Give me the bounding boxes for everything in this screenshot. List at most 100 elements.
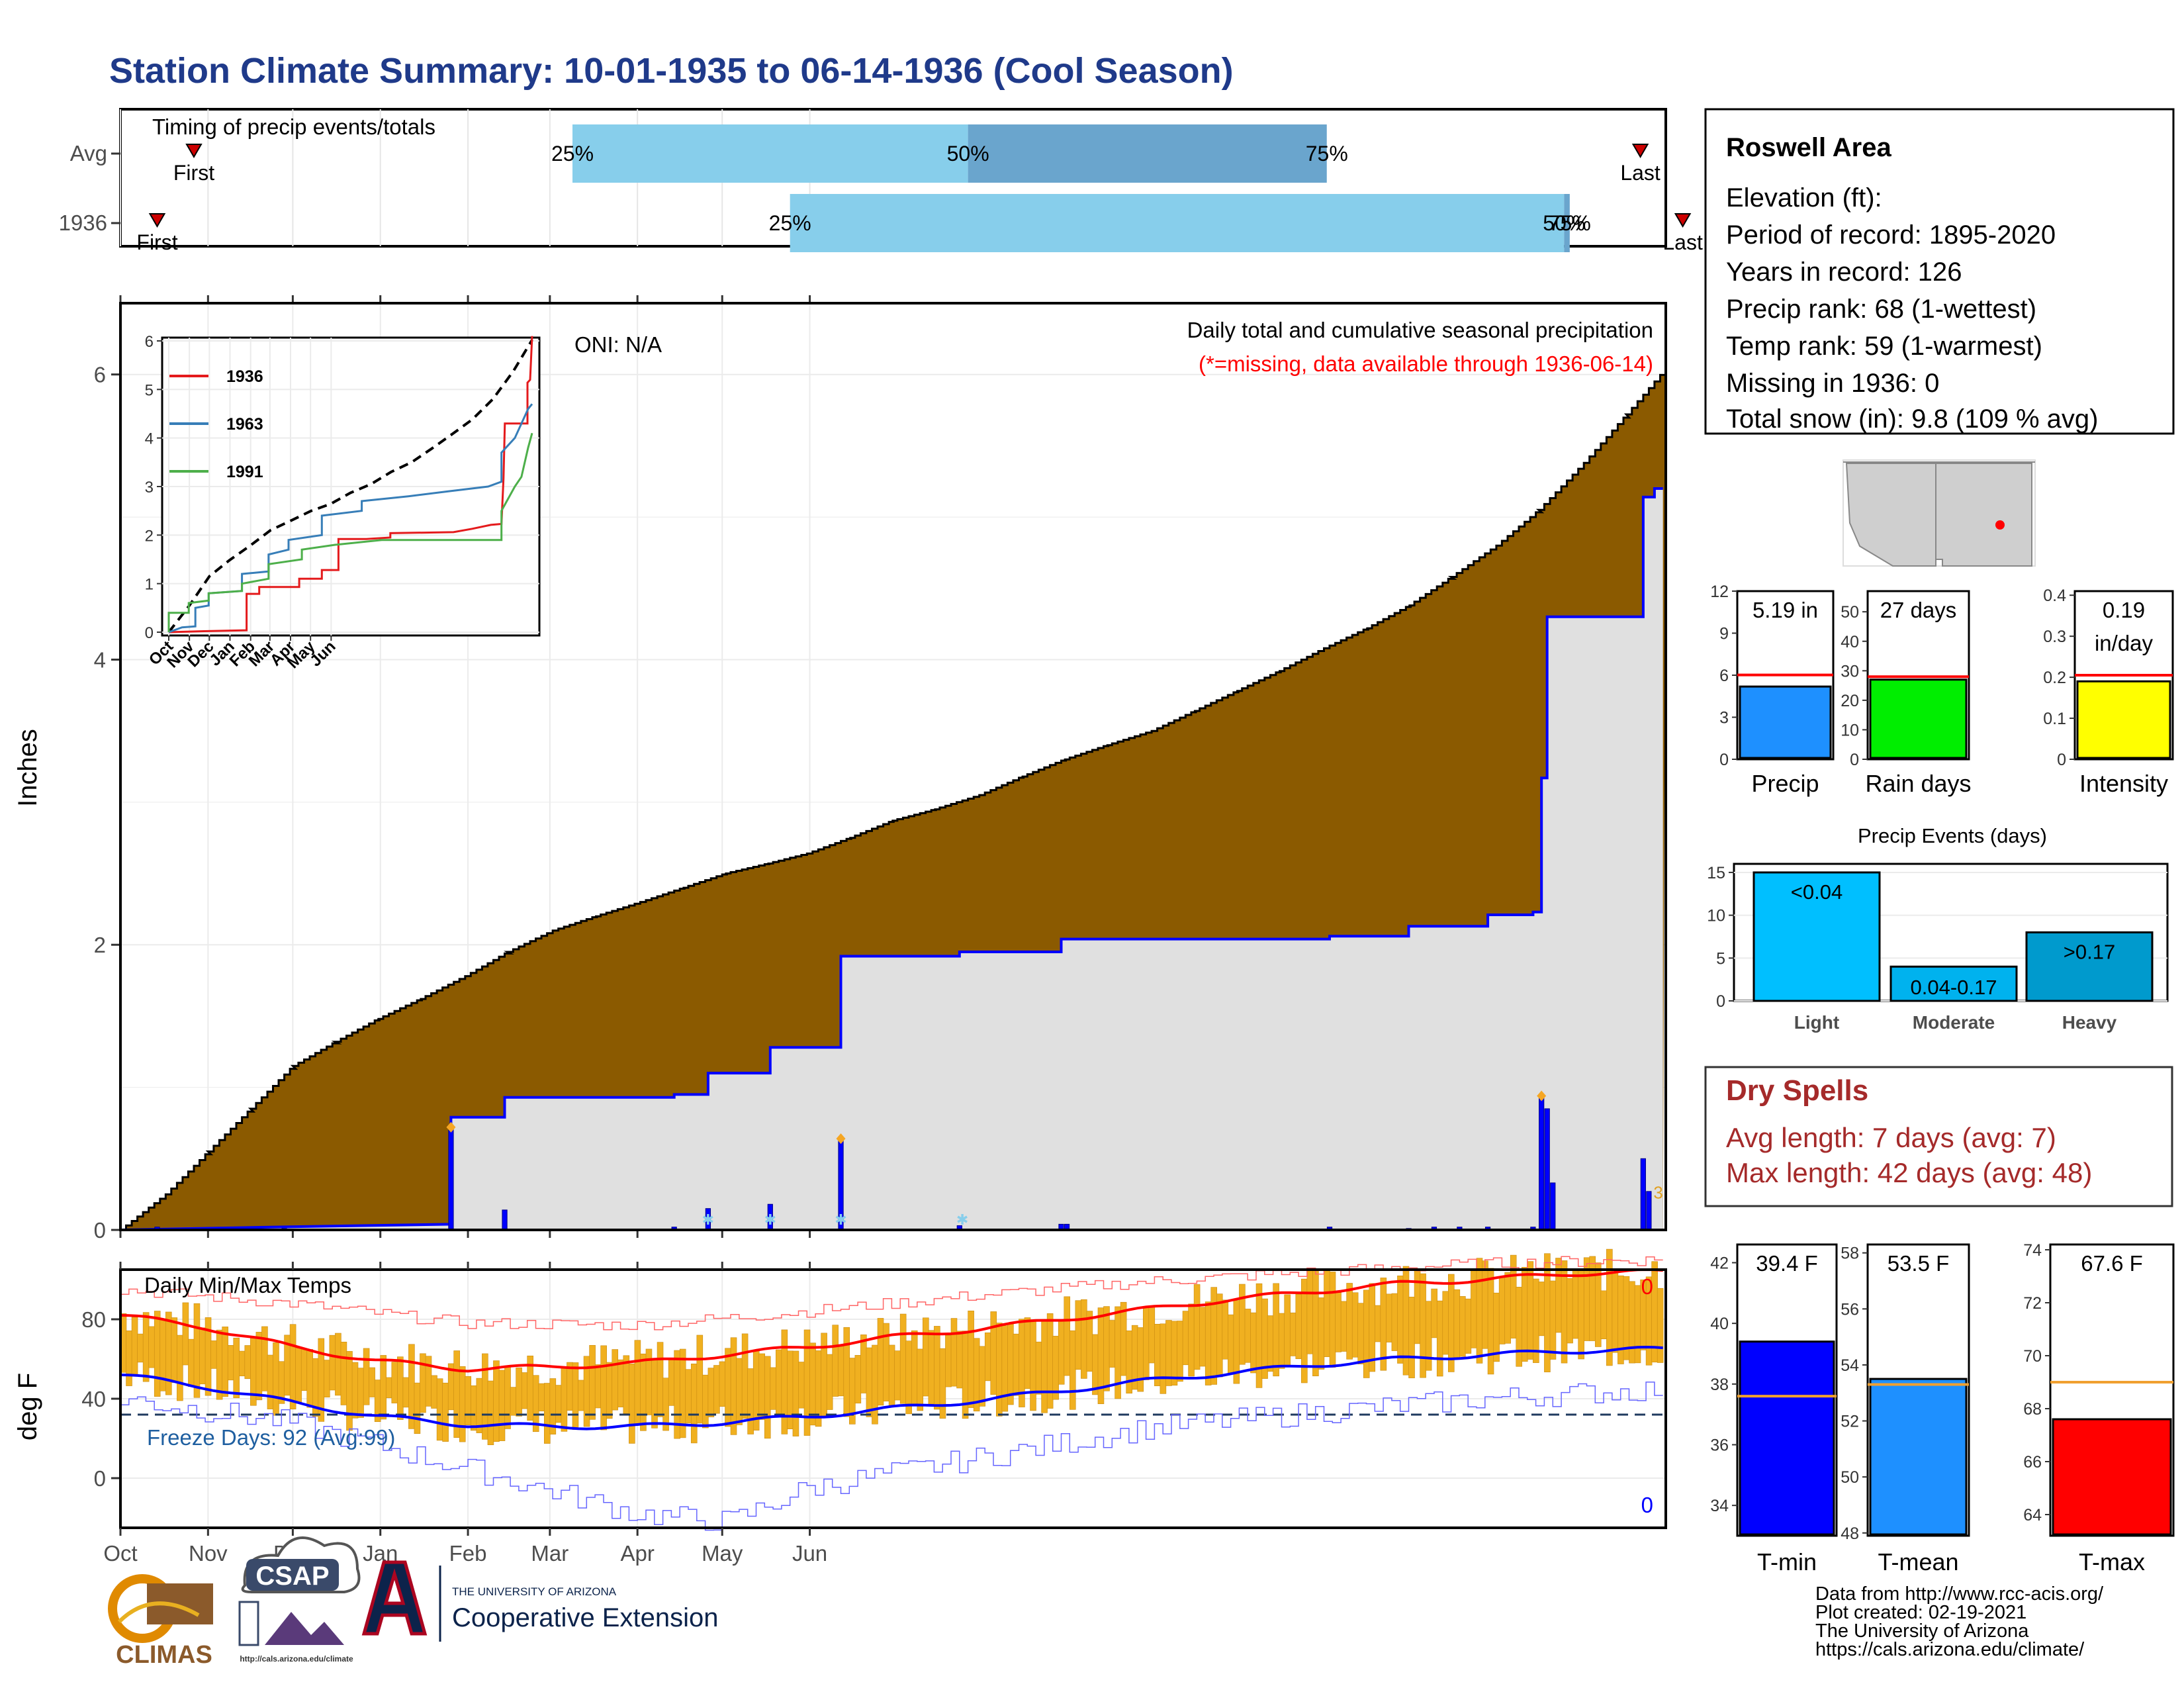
month-label: Oct: [103, 1541, 137, 1566]
daily-temp-bar: [809, 1342, 816, 1426]
daily-temp-bar: [431, 1375, 437, 1409]
daily-temp-bar: [1075, 1300, 1082, 1370]
small-panel-bar: [2052, 1418, 2172, 1536]
small-panel-y-tick-label: 38: [1710, 1376, 1729, 1394]
daily-temp-bar: [973, 1338, 980, 1412]
daily-temp-bar: [832, 1325, 839, 1397]
daily-temp-bar: [1046, 1313, 1054, 1409]
daily-temp-bar: [1357, 1303, 1364, 1364]
daily-precip-bar: [1544, 1108, 1550, 1231]
daily-temp-bar: [244, 1345, 251, 1380]
daily-precip-bar: [448, 1127, 454, 1231]
daily-temp-bar: [651, 1359, 658, 1429]
daily-temp-bar: [193, 1303, 201, 1398]
daily-temp-bar: [956, 1331, 963, 1389]
daily-temp-bar: [803, 1329, 811, 1436]
timing-row-label: 1936: [59, 211, 107, 235]
events-bar: [1889, 965, 2018, 1002]
small-panel-bar: [1869, 1378, 1968, 1536]
snow-mark: ✱: [956, 1211, 968, 1228]
daily-temp-bar: [911, 1330, 918, 1405]
info-period: Period of record: 1895-2020: [1726, 220, 2056, 250]
daily-temp-bar: [872, 1344, 878, 1425]
precip-chart: Inches ✱ ✱ ✱ ✱ 3 0 2 4 6 Daily total and cumula…: [13, 295, 1667, 1243]
daily-precip-bar: [1539, 1096, 1545, 1231]
avg-max-temp-line: [120, 1268, 1663, 1373]
daily-temp-bar: [346, 1351, 353, 1431]
daily-temp-bar: [1482, 1260, 1488, 1349]
small-panel-y-tick-label: 9: [1719, 625, 1729, 643]
events-bar-label: <0.04: [1791, 880, 1843, 904]
timing-bar-q2: [968, 124, 1327, 183]
daily-precip-bar: [1640, 1158, 1646, 1231]
footer-line-4: https://cals.arizona.edu/climate/: [1815, 1639, 2085, 1660]
daily-temp-bar: [798, 1362, 805, 1409]
events-bar: [2025, 931, 2154, 1002]
daily-temp-bar: [1069, 1330, 1076, 1410]
small-panel-name: Rain days: [1865, 770, 1971, 797]
events-category-label: Light: [1794, 1012, 1839, 1033]
timing-row-label: Avg: [70, 141, 107, 165]
inset-series-line: [167, 432, 533, 632]
daily-temp-bar: [476, 1378, 483, 1433]
daily-temp-bar: [567, 1362, 573, 1411]
csap-badge: [246, 1559, 339, 1591]
small-panel-y-tick-label: 50: [1841, 603, 1859, 622]
daily-temp-bar: [1476, 1258, 1483, 1364]
daily-temp-bar: [1544, 1253, 1551, 1372]
daily-temp-bar: [1617, 1275, 1624, 1364]
small-panel-y-tick-label: 48: [1841, 1524, 1859, 1543]
footer: CLIMAS CSAP http://cals.arizona.edu/clim…: [108, 1536, 2104, 1669]
daily-temp-bar: [917, 1348, 924, 1411]
daily-temp-bar: [1549, 1280, 1557, 1360]
seasonal-totals-charts: 0 3 6 9 12 5.19 in Precip 0 10 20 30 40 50 27 days Rai…: [1710, 583, 2174, 797]
last-marker-icon: [1631, 144, 1649, 158]
daily-temp-bar: [996, 1323, 1003, 1417]
events-bar-label: >0.17: [2064, 941, 2115, 964]
small-panel-value-label: 39.4 F: [1756, 1251, 1818, 1276]
daily-temp-bar: [923, 1317, 929, 1397]
daily-temp-bar: [442, 1382, 449, 1442]
daily-temp-bar: [877, 1318, 884, 1406]
dry-spells-frame: [1704, 1066, 2173, 1207]
precip-subtitle: (*=missing, data available through 1936-…: [1199, 352, 1653, 376]
daily-temp-bar: [657, 1342, 664, 1417]
daily-temp-bar: [606, 1362, 613, 1419]
small-panel-bar: [1869, 679, 1968, 759]
events-bar-label: 0.04-0.17: [1911, 976, 1997, 999]
daily-temp-bar: [233, 1337, 240, 1399]
small-panel-value-label: 27 days: [1880, 598, 1957, 622]
month-label: Mar: [531, 1541, 569, 1566]
daily-temp-bar: [1346, 1283, 1353, 1360]
small-panel-y-tick-label: 64: [2023, 1506, 2042, 1524]
precip-title: Daily total and cumulative seasonal prec…: [1187, 318, 1653, 342]
csap-logo-text: CSAP: [255, 1562, 329, 1591]
daily-temp-bar: [860, 1335, 867, 1393]
climas-logo: CLIMAS: [108, 1574, 213, 1669]
small-panel-y-tick-label: 72: [2023, 1294, 2042, 1313]
small-panel-y-tick-label: 40: [1710, 1315, 1729, 1333]
info-elevation: Elevation (ft):: [1726, 183, 1882, 212]
temp-y-tick-label: 40: [81, 1387, 106, 1411]
daily-temp-bar: [1092, 1334, 1099, 1395]
daily-temp-bar: [1453, 1289, 1461, 1358]
snow-mark: ✱: [702, 1211, 714, 1228]
small-panel-y-tick-label: 74: [2023, 1241, 2042, 1260]
daily-temp-bar: [1487, 1268, 1494, 1375]
daily-temp-bar: [719, 1361, 726, 1407]
daily-temp-bar: [747, 1368, 754, 1434]
snow-mark: ✱: [764, 1211, 776, 1228]
footer-line-1: Data from http://www.rcc-acis.org/: [1815, 1583, 2104, 1605]
daily-temp-bar: [335, 1333, 341, 1396]
daily-temp-bar: [1521, 1267, 1528, 1362]
daily-temp-bar: [1397, 1275, 1404, 1364]
climas-logo-text: CLIMAS: [116, 1641, 212, 1669]
daily-temp-bar: [510, 1387, 517, 1416]
daily-temp-bar: [600, 1345, 607, 1430]
footer-line-2: Plot created: 02-19-2021: [1815, 1602, 2026, 1623]
small-panel-y-tick-label: 0.4: [2043, 586, 2066, 605]
daily-temp-bar: [1375, 1305, 1381, 1342]
daily-temp-bar: [1504, 1272, 1511, 1344]
daily-temp-bar: [1222, 1299, 1229, 1360]
